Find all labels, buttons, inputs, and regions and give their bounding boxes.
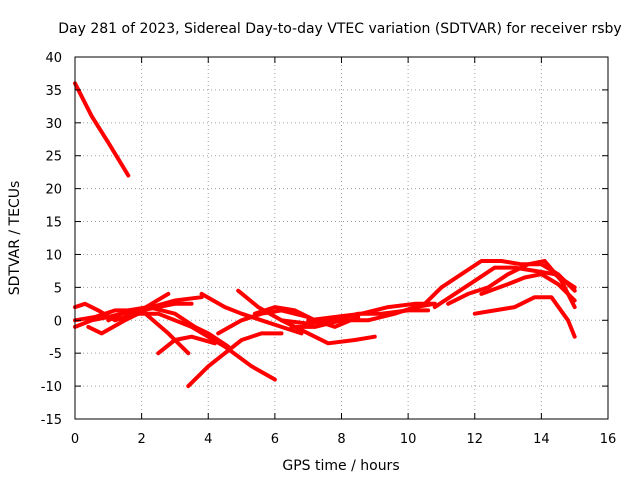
y-tick-label: 15: [45, 216, 62, 231]
series-line-arc-2: [73, 291, 171, 323]
series-line-arc-7: [133, 311, 277, 382]
series-line-arc-20: [479, 272, 577, 303]
x-tick-label: 16: [600, 432, 617, 447]
series-line-arc-15: [289, 301, 437, 329]
y-tick-label: 0: [54, 314, 62, 329]
series-line-arc-13: [252, 305, 361, 329]
x-tick-label: 8: [337, 432, 345, 447]
series-line-arc-18: [432, 265, 577, 310]
tick-layer: 0 2 4 6 8 10 12 14 16 -15 -10 -5 0 5 10 15 20 25 30 35 40: [41, 51, 617, 447]
y-tick-label: -15: [41, 413, 62, 428]
grid-layer: [75, 57, 608, 419]
x-tick-label: 12: [466, 432, 483, 447]
y-tick-label: 40: [45, 51, 62, 66]
chart-title: Day 281 of 2023, Sidereal Day-to-day VTE…: [58, 21, 621, 37]
x-tick-label: 0: [71, 432, 79, 447]
series-line-arc-8: [156, 334, 217, 356]
x-tick-label: 4: [204, 432, 212, 447]
series-line-arc-19: [446, 259, 577, 310]
series-line-arc-6: [106, 305, 231, 349]
y-tick-label: -5: [49, 347, 62, 362]
series-line-arc-16: [306, 301, 437, 323]
y-tick-label: 35: [45, 84, 62, 99]
y-tick-label: 20: [45, 183, 62, 198]
y-tick-label: 5: [54, 281, 62, 296]
x-tick-label: 14: [533, 432, 550, 447]
x-tick-label: 10: [400, 432, 417, 447]
series-line-arc-12: [236, 288, 377, 346]
series-line-arc-9: [186, 331, 284, 389]
series-layer: [73, 81, 577, 389]
y-tick-label: 25: [45, 150, 62, 165]
x-axis-label: GPS time / hours: [282, 458, 399, 474]
x-tick-label: 6: [271, 432, 279, 447]
y-tick-label: 10: [45, 248, 62, 263]
x-tick-label: 2: [137, 432, 145, 447]
y-tick-label: 30: [45, 117, 62, 132]
series-line-arc-1: [73, 81, 131, 178]
series-line-arc-11: [216, 308, 311, 336]
series-line-arc-21: [472, 295, 577, 339]
y-tick-label: -10: [41, 380, 62, 395]
y-axis-label: SDTVAR / TECUs: [7, 181, 23, 296]
